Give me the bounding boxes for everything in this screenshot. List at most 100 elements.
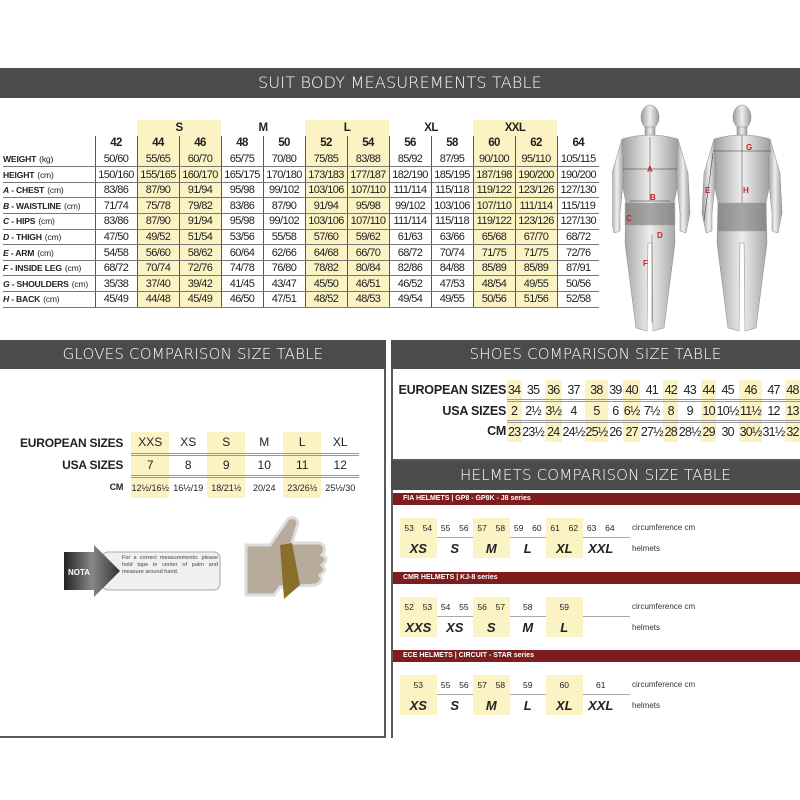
circumference-group: 61: [583, 675, 620, 695]
cell-50: 99/102: [262, 182, 305, 199]
cell-60: 65/68: [472, 229, 515, 246]
cell-44: 44/48: [136, 291, 179, 308]
cell: 26: [609, 425, 622, 439]
helmet-size: XS: [446, 619, 464, 635]
cell-58: 185/195: [430, 166, 473, 183]
circumference-value: 58: [495, 679, 506, 690]
cell-44: 155/165: [136, 166, 179, 183]
nota-arrow-icon: [64, 545, 120, 597]
cell: L: [283, 432, 322, 456]
cell-54: 80/84: [346, 260, 389, 277]
cell-56: 49/54: [388, 291, 431, 308]
cell-42: 54/58: [94, 244, 137, 261]
cell: 8: [169, 454, 208, 478]
cell-56: 111/114: [388, 213, 431, 230]
circumference-value: 54: [440, 601, 451, 612]
measure-name: - ARM: [8, 247, 35, 258]
size-group-none: [95, 120, 137, 136]
cell: 18/21½: [207, 476, 246, 498]
cell-58: 103/106: [430, 197, 473, 215]
cell-60: 90/100: [472, 151, 515, 168]
circumference-group: 58: [510, 597, 547, 617]
row-label: EUROPEAN SIZES: [20, 436, 124, 450]
cell-44: 55/65: [136, 151, 179, 168]
back-body-figure: [701, 104, 783, 332]
measure-letter: F: [3, 263, 9, 274]
cell-52: 48/52: [304, 291, 347, 308]
size-group-xl: XL: [424, 121, 438, 134]
cell-48: 65/75: [220, 151, 263, 168]
cell-46: 39/42: [178, 275, 221, 293]
cell: 25½: [584, 421, 608, 442]
cell-64: 52/58: [556, 291, 599, 308]
table-row: G - SHOULDERS (cm) 35/38 37/40 39/42 41/45 43/…: [3, 275, 599, 293]
shoes-size-table: EUROPEAN SIZES 34 35 36 37 38 39 40 41 42 43 44 45 46…: [398, 380, 800, 442]
circumference-value: 57: [477, 679, 487, 690]
circumference-group: 55 56: [437, 518, 474, 538]
size-60: 60: [472, 135, 515, 152]
front-body-figure: [612, 104, 691, 332]
thumbs-up-hand-icon: [244, 516, 328, 599]
cell: 6: [607, 400, 623, 423]
helmets-label: helmets: [632, 544, 661, 553]
cell-58: 115/118: [430, 182, 473, 199]
cell: 39: [607, 380, 623, 402]
cell-62: 123/126: [514, 213, 557, 230]
circumference-group: 61 62: [546, 517, 583, 538]
measure-unit: (kg): [39, 153, 54, 164]
cell: 41: [640, 380, 664, 402]
cell-58: 84/88: [430, 260, 473, 277]
measure-unit: (cm): [64, 263, 82, 274]
circumference-value: 56: [459, 679, 469, 690]
label-a: A: [647, 165, 653, 174]
cell: 16½/19: [173, 482, 204, 493]
cell-64: 127/130: [556, 182, 599, 199]
circumference-value: 60: [532, 522, 542, 533]
circumference-value: 53: [404, 522, 414, 533]
cell-48: 53/56: [220, 229, 263, 246]
measure-name: - THIGH: [9, 231, 42, 242]
circumference-value: 57: [495, 601, 506, 612]
helmet-size: XXS: [400, 617, 437, 637]
size-46: 46: [178, 135, 221, 152]
cell-54: 48/53: [346, 291, 389, 308]
cell: 40: [622, 380, 641, 402]
measure-unit: (cm): [64, 200, 81, 211]
circumference-value: 55: [459, 601, 469, 612]
measure-name: - WAISTLINE: [9, 200, 62, 211]
cell: 42: [663, 380, 679, 402]
cell-46: 72/76: [178, 260, 221, 277]
cell-42: 150/160: [94, 166, 137, 183]
cell-44: 87/90: [136, 182, 179, 199]
row-label: G - SHOULDERS (cm): [3, 275, 95, 293]
cell-64: 190/200: [556, 166, 599, 183]
cell: 38: [584, 380, 608, 402]
cell: 29: [701, 421, 717, 442]
cell: 48: [784, 380, 800, 402]
cell-50: 170/180: [262, 166, 305, 183]
cell: XXS: [131, 432, 170, 456]
cell: 25½/30: [325, 482, 356, 493]
circumference-group: 60: [546, 674, 583, 695]
cell: 28: [663, 421, 679, 442]
cell-52: 45/50: [304, 275, 347, 293]
cell-42: 71/74: [94, 197, 137, 215]
circumference-value: 56: [477, 601, 487, 612]
table-row: USA SIZES 7 8 9 10 11 12: [20, 454, 360, 478]
table-row: USA SIZES 2 2½ 3½ 4 5 6 6½ 7½ 8 9 10 10½ 11½ 12 13: [398, 400, 800, 423]
table-row: F - INSIDE LEG (cm) 68/72 70/74 72/76 74/78 76…: [3, 260, 599, 277]
cell-46: 51/54: [178, 229, 221, 246]
cell-60: 85/89: [472, 260, 515, 277]
cell-44: 56/60: [136, 244, 179, 261]
table-row: D - THIGH (cm) 47/50 49/52 51/54 53/56 55/58 57…: [3, 229, 599, 246]
helmet-size: XL: [546, 538, 583, 558]
cell: 20/24: [252, 482, 276, 493]
cell: 10: [245, 454, 284, 478]
cell: 45: [716, 380, 740, 402]
helmet-series-table: 53 54 55 56 57 58 59 60 61 62 63 64 XS S M L XL XXL circum…: [400, 517, 695, 558]
cell-48: 46/50: [220, 291, 263, 308]
cell-58: 47/53: [430, 275, 473, 293]
circumference-group: 57 58: [473, 674, 510, 695]
cell: XL: [321, 432, 360, 456]
